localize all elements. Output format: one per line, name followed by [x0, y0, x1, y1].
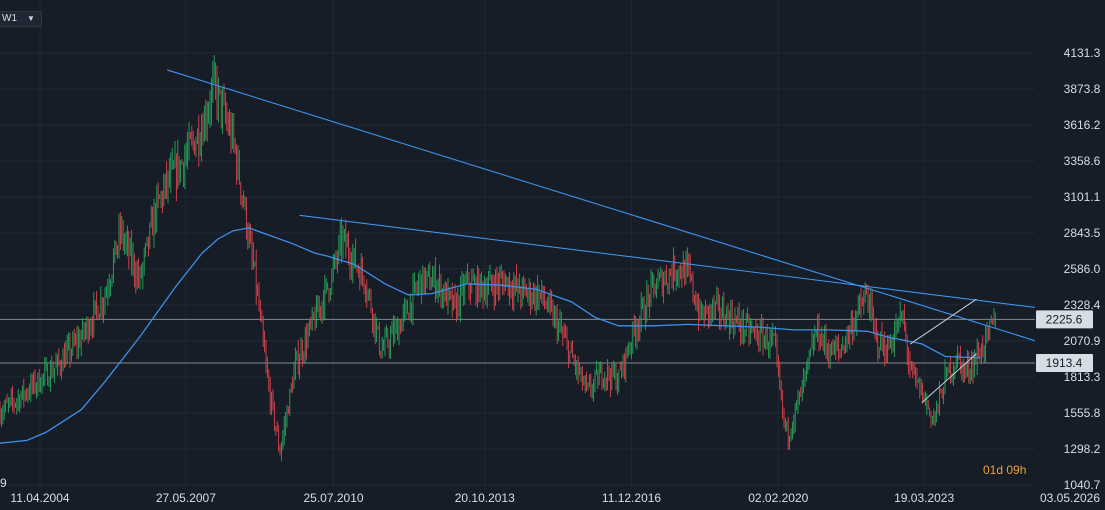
time-tick-label: 27.05.2007 — [156, 491, 216, 505]
trend-line[interactable] — [167, 69, 1055, 348]
horizontal-levels[interactable] — [0, 318, 1035, 364]
time-tick-label: 11.12.2016 — [602, 491, 661, 505]
price-tick-label: 2586.0 — [1064, 262, 1101, 276]
price-tick-label: 2328.4 — [1064, 298, 1101, 312]
price-axis[interactable]: 4131.3 3873.8 3616.2 3358.6 3101.1 2843.5 2586… — [1035, 0, 1105, 492]
price-tag-bg — [1036, 354, 1093, 373]
price-tag-label: 1913.4 — [1046, 356, 1083, 370]
time-tick-label: 11.04.2004 — [10, 491, 69, 505]
price-tick-label: 3616.2 — [1064, 118, 1101, 132]
price-tag-label: 2225.6 — [1046, 312, 1083, 326]
price-tick-label: 3873.8 — [1064, 82, 1101, 96]
price-tick-label: 2843.5 — [1064, 226, 1101, 240]
time-tick-label: 03.05.2026 — [1040, 491, 1100, 505]
grid — [0, 0, 1035, 490]
time-tick-label: 19.03.2023 — [894, 491, 954, 505]
channel-lower-line[interactable] — [921, 353, 977, 404]
trend-lines[interactable] — [167, 69, 1059, 348]
time-tick-label: 20.10.2013 — [455, 491, 515, 505]
price-tick-label: 4131.3 — [1064, 46, 1101, 60]
price-tick-label: 1298.2 — [1064, 442, 1101, 456]
channel-upper-line[interactable] — [910, 298, 977, 345]
time-axis[interactable]: 11.04.2004 27.05.2007 25.07.2010 20.10.2013… — [0, 476, 1105, 510]
trend-line[interactable] — [299, 214, 1059, 311]
price-tick-label: 1555.8 — [1064, 406, 1101, 420]
bar-countdown: 01d 09h — [983, 463, 1027, 477]
time-tick-label: 25.07.2010 — [303, 491, 363, 505]
price-tags: 2225.6 1913.4 — [1036, 310, 1093, 373]
candles[interactable] — [0, 54, 996, 461]
moving-average-line[interactable] — [0, 227, 981, 444]
price-tick-label: 3101.1 — [1064, 190, 1101, 204]
price-tick-label: 2070.9 — [1064, 334, 1101, 348]
time-tick-label-partial: 9 — [0, 476, 7, 490]
price-tick-label: 1040.7 — [1064, 478, 1101, 492]
price-axis-bg — [1035, 0, 1105, 490]
price-tick-label: 3358.6 — [1064, 154, 1101, 168]
channel[interactable] — [910, 298, 977, 404]
time-axis-bg — [0, 489, 1105, 510]
timeframe-selector[interactable]: W1 ▼ — [0, 11, 42, 27]
time-tick-label: 02.02.2020 — [748, 491, 808, 505]
timeframe-label: W1 — [2, 13, 17, 24]
chevron-down-icon: ▼ — [27, 14, 35, 23]
moving-average[interactable] — [0, 227, 981, 444]
price-tick-label: 1813.3 — [1064, 370, 1101, 384]
price-tag-bg — [1036, 310, 1093, 329]
